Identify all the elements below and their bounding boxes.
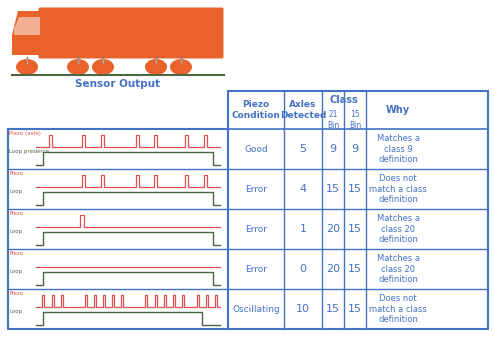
Bar	[228, 91, 488, 329]
Text: Class: Class	[329, 95, 358, 105]
Text: 5: 5	[299, 144, 306, 154]
Text: Error: Error	[245, 265, 267, 274]
Text: Axles
Detected: Axles Detected	[280, 100, 326, 120]
Text: Oscillating: Oscillating	[232, 304, 280, 313]
Ellipse shape	[170, 59, 192, 75]
Text: 1: 1	[299, 224, 306, 234]
Text: Piezo: Piezo	[9, 171, 23, 176]
Text: 15: 15	[326, 304, 340, 314]
Text: Piezo: Piezo	[9, 251, 23, 256]
Text: 9: 9	[351, 144, 359, 154]
Ellipse shape	[16, 59, 38, 75]
Text: 20: 20	[326, 264, 340, 274]
Text: Does not
match a class
definition: Does not match a class definition	[369, 294, 427, 324]
Text: Piezo
Condition: Piezo Condition	[232, 100, 281, 120]
Text: 15: 15	[326, 184, 340, 194]
Text: Matches a
class 20
definition: Matches a class 20 definition	[376, 254, 419, 284]
Text: Does not
match a class
definition: Does not match a class definition	[369, 174, 427, 204]
Text: 10: 10	[296, 304, 310, 314]
Text: Loop: Loop	[9, 189, 22, 194]
Polygon shape	[14, 17, 40, 35]
Text: 21
Bin: 21 Bin	[327, 110, 339, 130]
Text: 15: 15	[348, 304, 362, 314]
Text: 15: 15	[348, 264, 362, 274]
Text: Loop: Loop	[9, 229, 22, 234]
Text: Matches a
class 20
definition: Matches a class 20 definition	[376, 214, 419, 244]
Text: Sensor Output: Sensor Output	[76, 79, 161, 89]
Text: Piezo (axle): Piezo (axle)	[9, 131, 41, 136]
Bar	[8, 129, 228, 329]
Text: Loop presence: Loop presence	[9, 149, 49, 154]
Text: 0: 0	[299, 264, 306, 274]
Text: 15
Bin: 15 Bin	[349, 110, 361, 130]
Text: Matches a
class 9
definition: Matches a class 9 definition	[376, 134, 419, 164]
Ellipse shape	[145, 59, 167, 75]
Ellipse shape	[92, 59, 114, 75]
Text: Error: Error	[245, 224, 267, 233]
Polygon shape	[12, 11, 43, 55]
Text: 4: 4	[299, 184, 307, 194]
Ellipse shape	[67, 59, 89, 75]
Text: Why: Why	[386, 105, 410, 115]
Text: 9: 9	[329, 144, 336, 154]
Text: Piezo: Piezo	[9, 291, 23, 296]
Text: 20: 20	[326, 224, 340, 234]
Text: Loop: Loop	[9, 309, 22, 314]
Text: Error: Error	[245, 185, 267, 194]
Text: Loop: Loop	[9, 269, 22, 274]
FancyBboxPatch shape	[39, 8, 223, 59]
Text: 15: 15	[348, 224, 362, 234]
Text: Good: Good	[244, 145, 268, 154]
Text: Piezo: Piezo	[9, 211, 23, 216]
Text: 15: 15	[348, 184, 362, 194]
